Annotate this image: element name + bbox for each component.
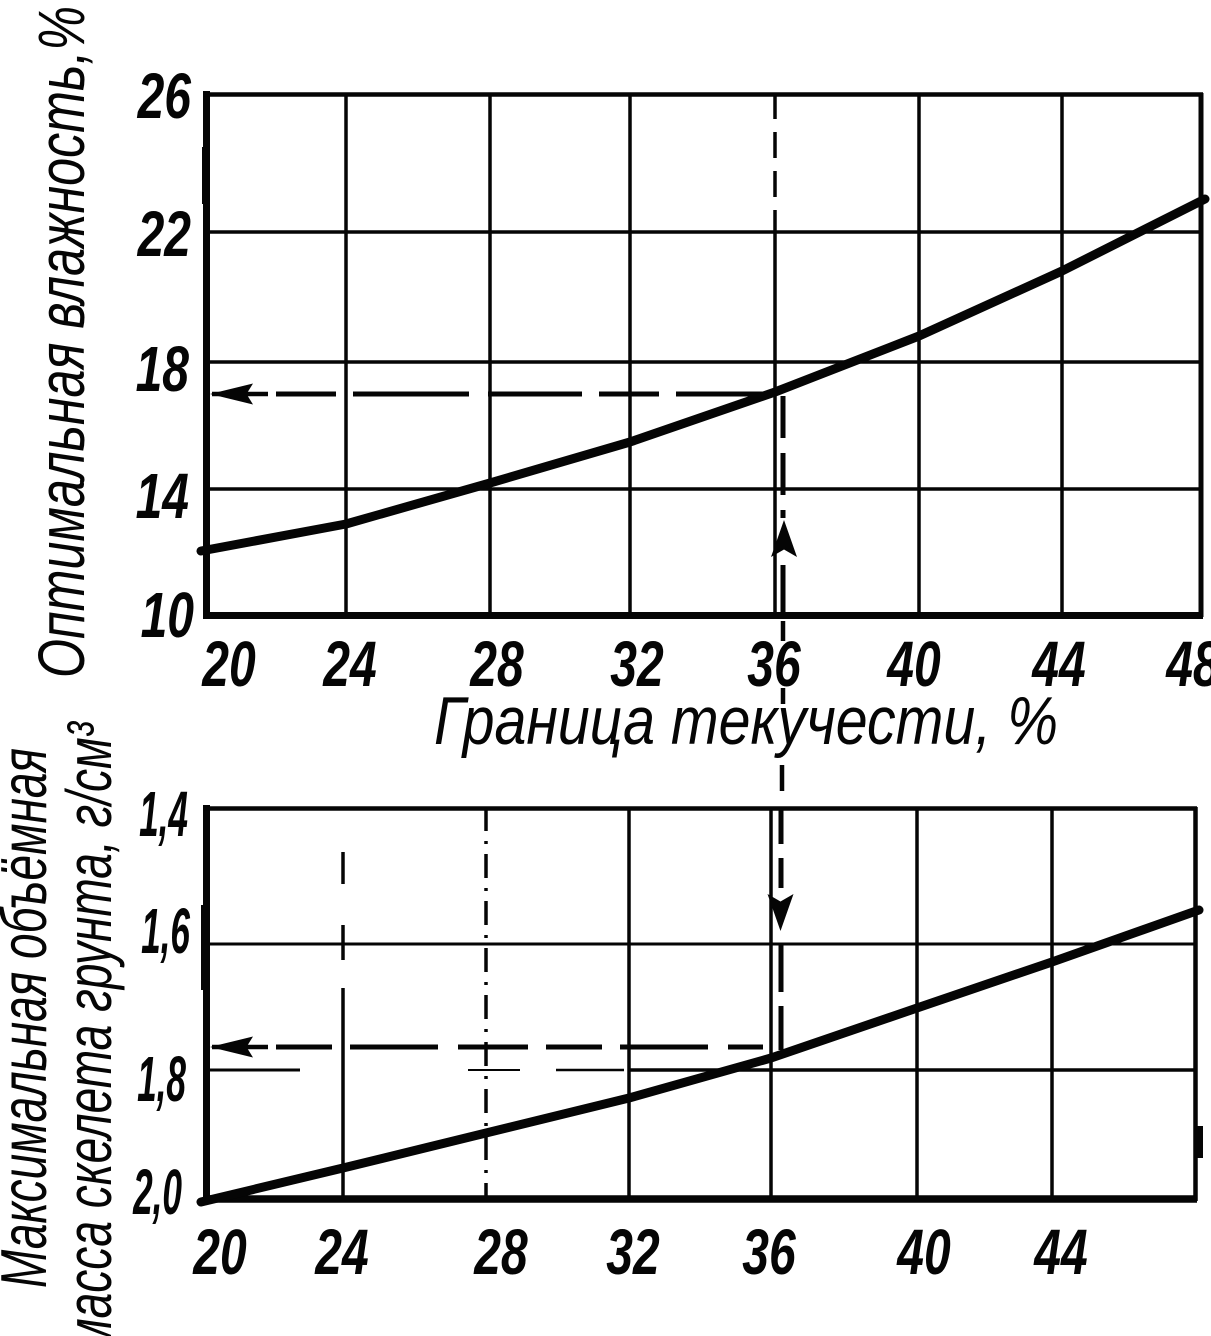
svg-text:2,0: 2,0 — [132, 1156, 182, 1228]
svg-text:22: 22 — [137, 198, 191, 269]
svg-text:28: 28 — [473, 1216, 528, 1287]
svg-text:1,6: 1,6 — [141, 895, 190, 967]
svg-text:20: 20 — [192, 1216, 246, 1287]
svg-text:44: 44 — [1031, 628, 1085, 699]
svg-text:20: 20 — [201, 628, 255, 699]
svg-text:масса скелета грунта, г/см³: масса скелета грунта, г/см³ — [53, 721, 125, 1336]
svg-text:36: 36 — [747, 628, 801, 699]
svg-text:18: 18 — [136, 333, 190, 404]
svg-text:24: 24 — [322, 628, 376, 699]
svg-text:Максимальная объёмная: Максимальная объёмная — [0, 748, 60, 1288]
svg-text:Граница текучести, %: Граница текучести, % — [434, 683, 1058, 759]
svg-text:10: 10 — [141, 579, 194, 650]
svg-text:Оптимальная влажность,%: Оптимальная влажность,% — [24, 6, 98, 678]
svg-text:36: 36 — [742, 1216, 796, 1287]
svg-text:26: 26 — [137, 60, 192, 131]
svg-text:28: 28 — [469, 628, 524, 699]
svg-text:24: 24 — [314, 1216, 368, 1287]
svg-text:44: 44 — [1033, 1216, 1087, 1287]
svg-text:32: 32 — [606, 1216, 659, 1287]
svg-text:1,4: 1,4 — [139, 778, 188, 850]
svg-text:40: 40 — [896, 1216, 950, 1287]
svg-text:40: 40 — [886, 628, 940, 699]
svg-text:14: 14 — [136, 460, 189, 531]
svg-text:1,8: 1,8 — [137, 1043, 186, 1115]
svg-text:48: 48 — [1165, 628, 1211, 699]
svg-text:32: 32 — [610, 628, 663, 699]
